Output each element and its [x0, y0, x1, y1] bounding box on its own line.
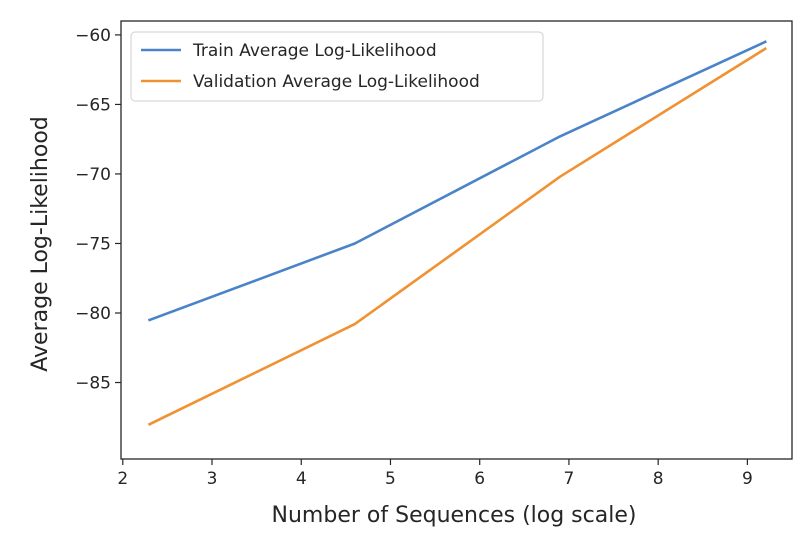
x-tick-label: 6: [474, 469, 485, 489]
axes-layer: [120, 20, 793, 460]
x-tick-label: 9: [742, 469, 753, 489]
legend-box: [130, 31, 544, 102]
y-tick-label: −80: [75, 304, 111, 324]
y-axis-label: Average Log-Likelihood: [28, 116, 53, 371]
x-tick-label: 7: [564, 469, 575, 489]
x-axis-label: Number of Sequences (log scale): [272, 503, 637, 528]
y-axis-ticks: −85 −80 −75 −70 −65 −60: [75, 26, 121, 394]
y-tick-label: −75: [75, 234, 111, 254]
x-tick-label: 3: [207, 469, 218, 489]
legend: Train Average Log-Likelihood Validation A…: [130, 31, 544, 102]
series-line-1: [147, 40, 767, 322]
series-layer: [147, 40, 767, 426]
x-tick-label: 4: [296, 469, 307, 489]
y-tick-label: −60: [75, 26, 111, 46]
x-axis-ticks: 2 3 4 5 6 7 8 9: [117, 459, 753, 489]
series-line-2: [147, 47, 767, 426]
y-tick-label: −65: [75, 95, 111, 115]
y-tick-label: −85: [75, 374, 111, 394]
x-tick-label: 5: [385, 469, 396, 489]
legend-label-1: Train Average Log-Likelihood: [192, 41, 437, 61]
legend-label-2: Validation Average Log-Likelihood: [193, 72, 480, 92]
x-tick-label: 2: [117, 469, 128, 489]
y-tick-label: −70: [75, 165, 111, 185]
x-tick-label: 8: [653, 469, 664, 489]
axes-frame: [120, 20, 793, 460]
